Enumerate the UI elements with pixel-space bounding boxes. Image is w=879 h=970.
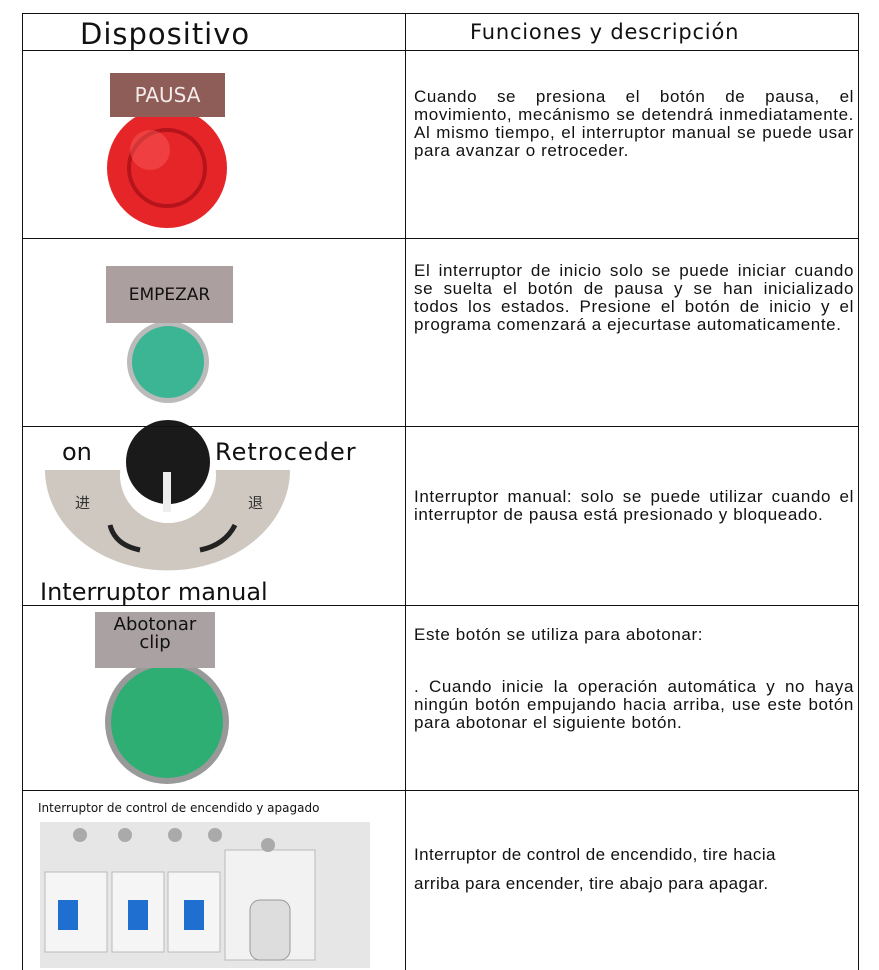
border	[22, 13, 23, 970]
border	[22, 426, 859, 427]
border	[22, 790, 859, 791]
border	[22, 13, 859, 14]
description: Interruptor de control de encendido, tir…	[414, 845, 776, 893]
description: Este botón se utiliza para abotonar:	[414, 625, 704, 644]
switch-mark: 退	[248, 495, 264, 512]
border	[22, 50, 859, 51]
label-line: Abotonar	[113, 614, 197, 635]
device-label: on	[62, 438, 92, 466]
device-label: PAUSA	[110, 73, 225, 117]
header-device: Dispositivo	[80, 17, 251, 51]
header-function: Funciones y descripción	[470, 20, 740, 44]
border	[22, 238, 859, 239]
device-caption: Interruptor manual	[40, 578, 268, 606]
device-label: Retroceder	[215, 438, 357, 466]
switch-mark: 进	[75, 495, 91, 512]
description: Cuando se presiona el botón de pausa, el…	[414, 87, 854, 160]
border	[405, 13, 406, 970]
border	[858, 13, 859, 970]
device-label: Interruptor de control de encendido y ap…	[38, 801, 320, 815]
label-line: clip	[139, 632, 171, 653]
border	[22, 605, 859, 606]
device-label: Abotonar clip	[95, 612, 215, 668]
description: Interruptor manual: solo se puede utiliz…	[414, 487, 854, 524]
description: . Cuando inicie la operación automática …	[414, 677, 854, 732]
device-label: EMPEZAR	[106, 266, 233, 323]
description: El interruptor de inicio solo se puede i…	[414, 261, 854, 334]
